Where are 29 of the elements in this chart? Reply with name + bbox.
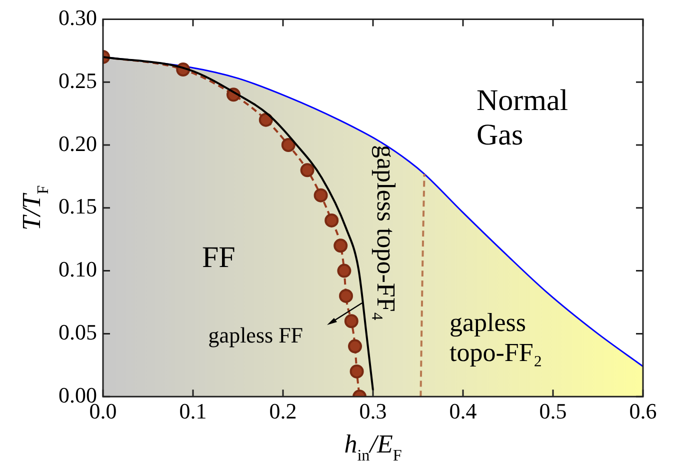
annotation: gapless topo-FF₂ xyxy=(450,308,542,368)
point xyxy=(350,364,364,378)
annotation: Normal Gas xyxy=(476,84,568,152)
point xyxy=(281,138,296,152)
annotation: gapless FF xyxy=(208,322,304,348)
x-tick-label: 0.6 xyxy=(629,398,657,424)
point xyxy=(334,238,348,253)
y-tick-label: 0.20 xyxy=(58,130,97,156)
y-axis-title: T/TF xyxy=(17,185,52,230)
point xyxy=(300,163,314,178)
x-tick-label: 0.5 xyxy=(539,398,567,424)
x-tick-label: 0.3 xyxy=(359,398,387,424)
point xyxy=(258,112,273,127)
point xyxy=(337,264,352,278)
y-tick-label: 0.30 xyxy=(58,4,97,30)
y-tick-label: 0.15 xyxy=(58,194,97,219)
x-tick-label: 0.1 xyxy=(179,398,207,424)
point xyxy=(348,339,362,354)
annotation: FF xyxy=(202,241,236,274)
y-tick-label: 0.05 xyxy=(58,319,97,344)
point xyxy=(344,314,358,328)
annotation: gapless topo-FF₄ xyxy=(372,145,400,321)
point xyxy=(339,288,353,303)
x-tick-label: 0.2 xyxy=(269,398,297,424)
x-tick-label: 0.4 xyxy=(449,398,477,424)
y-tick-label: 0.25 xyxy=(58,68,97,93)
y-tick-label: 0.10 xyxy=(58,256,97,282)
point xyxy=(314,188,328,202)
point xyxy=(324,213,339,228)
